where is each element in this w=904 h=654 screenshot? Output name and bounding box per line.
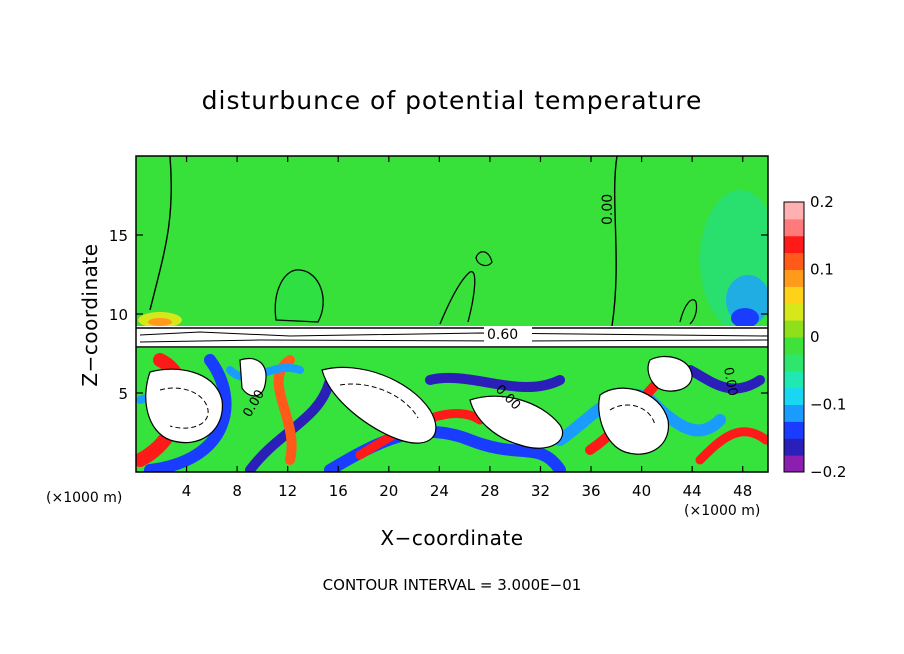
x-tick-label: 4 xyxy=(182,482,192,500)
lower-region: 0.00 0.00 0.00 xyxy=(136,348,768,472)
colorbar-tick-label: 0 xyxy=(810,328,820,346)
colorbar-swatch xyxy=(784,438,804,456)
colorbar-tick-label: −0.1 xyxy=(810,396,846,414)
colorbar-swatch xyxy=(784,286,804,304)
x-axis-label: X−coordinate xyxy=(380,526,524,550)
x-unit-right: (×1000 m) xyxy=(684,503,761,519)
x-tick-label: 40 xyxy=(632,482,651,500)
colorbar-swatch xyxy=(784,235,804,254)
x-unit-left: (×1000 m) xyxy=(46,490,123,506)
colorbar-swatch xyxy=(784,370,804,389)
colorbar-ticks: 0.2 0.1 0 −0.1 −0.2 xyxy=(810,193,846,481)
x-tick-label: 20 xyxy=(379,482,398,500)
x-tick-label: 24 xyxy=(430,482,449,500)
colorbar-frame xyxy=(783,201,805,473)
x-tick-label: 8 xyxy=(232,482,242,500)
colorbar xyxy=(784,202,804,473)
x-tick-label: 32 xyxy=(531,482,550,500)
colorbar-swatch xyxy=(784,303,804,321)
contour-label-upper: 0.00 xyxy=(600,194,616,225)
colorbar-swatch xyxy=(784,337,804,355)
colorbar-tick-label: 0.2 xyxy=(810,193,834,211)
y-axis-ticks: 5 10 15 xyxy=(109,227,768,403)
chart-title: disturbunce of potential temperature xyxy=(201,86,703,115)
contour-label-060: 0.60 xyxy=(487,327,518,343)
y-tick-label: 10 xyxy=(109,306,128,324)
colorbar-swatch xyxy=(784,202,804,220)
y-tick-label: 5 xyxy=(118,385,128,403)
x-tick-label: 44 xyxy=(683,482,702,500)
x-tick-label: 12 xyxy=(278,482,297,500)
upper-region: 0.00 xyxy=(136,156,768,326)
contour-interval-note: CONTOUR INTERVAL = 3.000E−01 xyxy=(322,576,582,594)
y-tick-label: 15 xyxy=(109,227,128,245)
colorbar-tick-label: −0.2 xyxy=(810,463,846,481)
colorbar-swatch xyxy=(784,455,804,473)
colorbar-swatch xyxy=(784,353,804,372)
x-tick-label: 28 xyxy=(480,482,499,500)
x-tick-label: 48 xyxy=(733,482,752,500)
contour-label-lower-3: 0.00 xyxy=(720,366,740,397)
colorbar-swatch xyxy=(784,421,804,439)
x-axis-ticks: 4 8 12 16 20 24 28 32 36 40 44 48 xyxy=(182,156,752,500)
colorbar-swatch xyxy=(784,387,804,405)
colorbar-tick-label: 0.1 xyxy=(810,261,834,279)
colorbar-swatch xyxy=(784,269,804,287)
x-tick-label: 16 xyxy=(329,482,348,500)
x-tick-label: 36 xyxy=(581,482,600,500)
colorbar-swatch xyxy=(784,252,804,270)
colorbar-swatch xyxy=(784,320,804,338)
colorbar-swatch xyxy=(784,404,804,422)
y-axis-label: Z−coordinate xyxy=(78,243,102,387)
colorbar-swatch xyxy=(784,218,804,237)
